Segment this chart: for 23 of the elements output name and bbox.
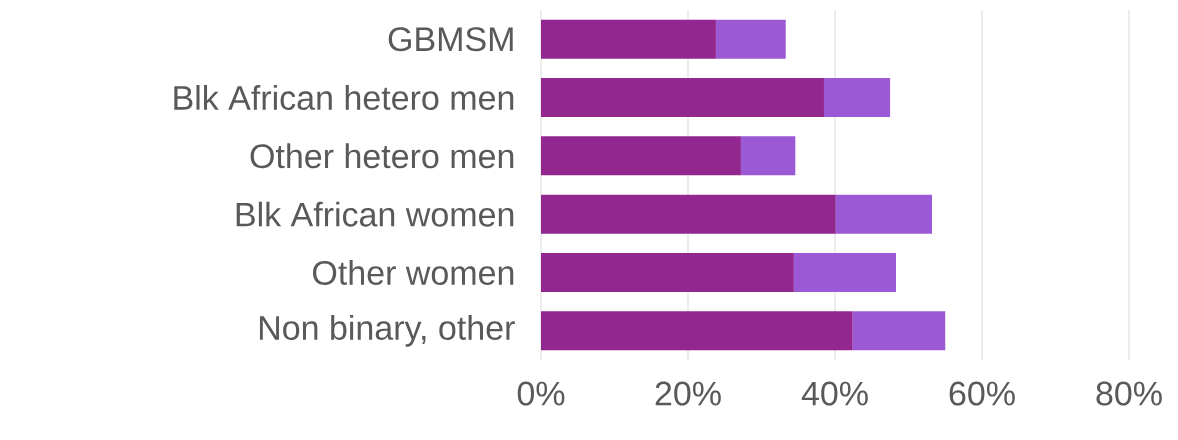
x-tick-label: 60%	[949, 381, 1015, 406]
y-tick-label: Blk African women	[236, 201, 514, 227]
y-tick-label: Non binary, other	[259, 314, 515, 347]
bar	[541, 136, 741, 176]
bar	[852, 311, 946, 351]
x-tick-label: 80%	[1096, 381, 1162, 406]
x-tick-label: 20%	[655, 381, 721, 406]
bar	[541, 19, 716, 59]
bar	[541, 194, 836, 234]
x-tick-label: 0%	[517, 381, 565, 406]
bar	[541, 311, 853, 351]
bar	[740, 136, 796, 176]
bar	[541, 253, 794, 293]
bar	[793, 253, 896, 293]
y-tick-label: Other women	[313, 260, 514, 285]
bar	[835, 194, 933, 234]
x-tick-label: 40%	[801, 381, 868, 406]
bar	[823, 78, 891, 118]
y-tick-label: Other hetero men	[250, 143, 514, 169]
y-tick-label: GBMSM	[388, 27, 513, 52]
bar	[541, 78, 824, 118]
y-tick-label: Blk African hetero men	[174, 85, 514, 110]
bar	[715, 19, 786, 59]
